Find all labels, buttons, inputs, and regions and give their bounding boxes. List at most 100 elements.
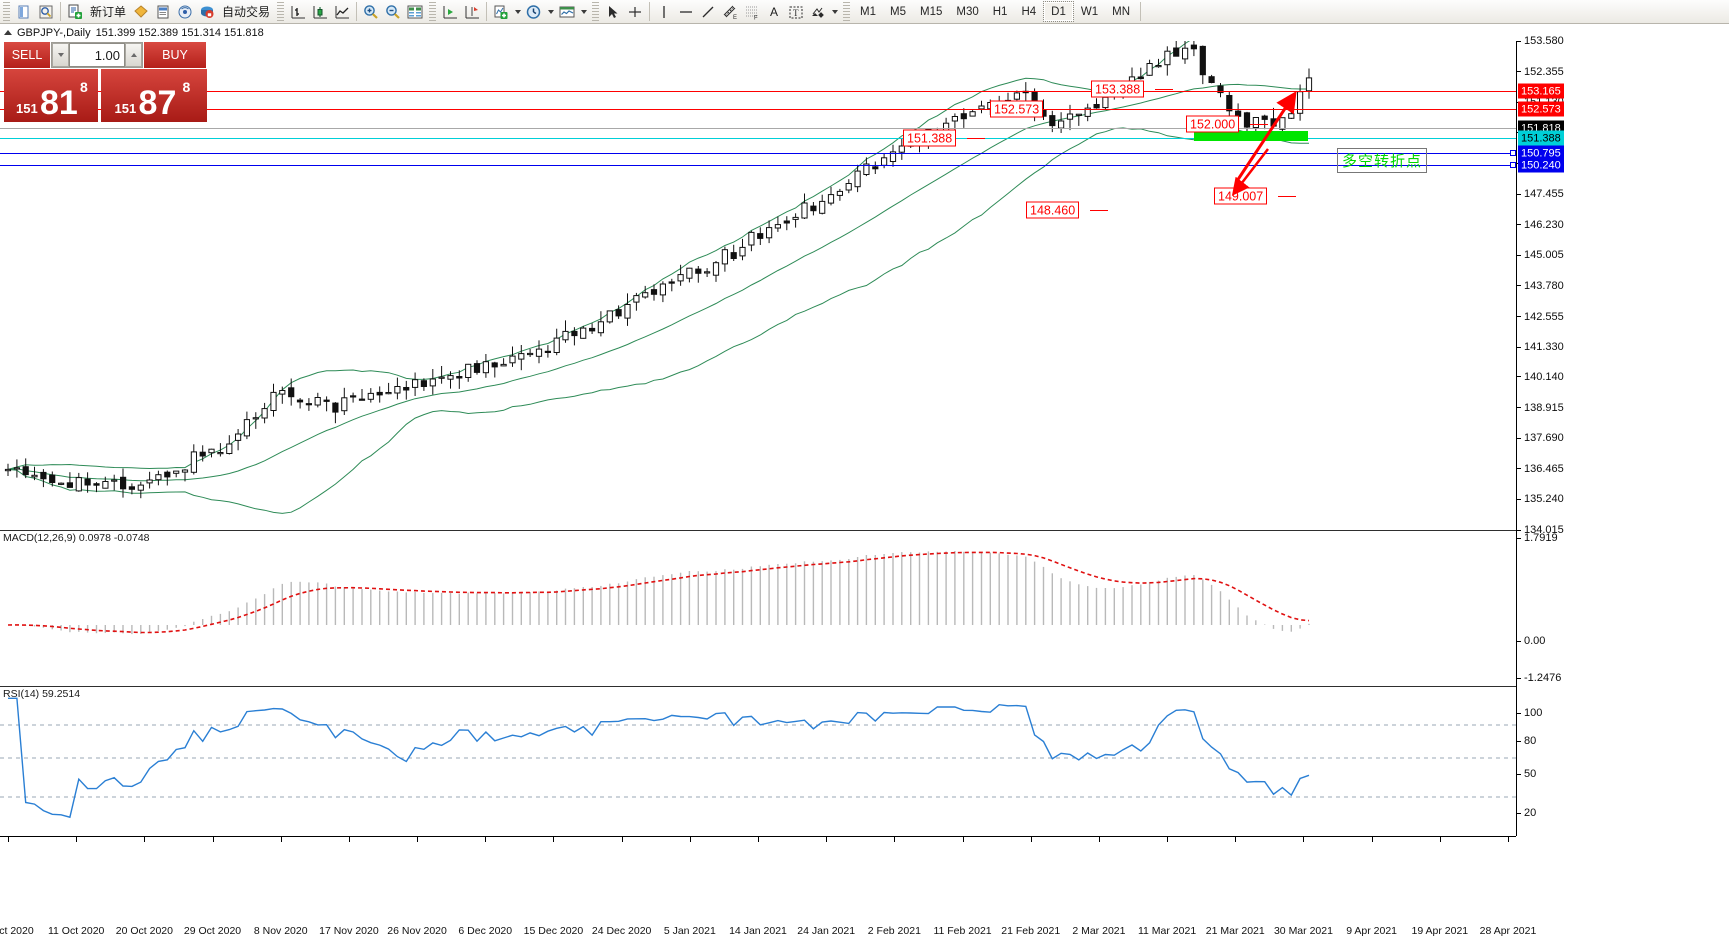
period-dropdown-caret[interactable] (545, 1, 556, 23)
date-tick (1303, 837, 1305, 842)
templates-icon[interactable] (556, 1, 578, 23)
fibonacci-icon[interactable]: F (741, 1, 763, 23)
timeframe-w1[interactable]: W1 (1080, 5, 1099, 18)
toolbar-grip-2[interactable] (277, 1, 285, 22)
price-callout-151-388[interactable]: 151.388 (903, 129, 957, 147)
callout-stem (1278, 196, 1296, 197)
new-order-button[interactable]: 新订单 (90, 5, 127, 19)
text-label-icon[interactable]: T (785, 1, 807, 23)
price-badge-150-240: 150.240 (1518, 157, 1564, 173)
terminal-icon[interactable] (13, 1, 35, 23)
line-chart-icon[interactable] (331, 1, 353, 23)
bid-price-box[interactable]: 151 81 8 (4, 69, 98, 122)
indicators-icon[interactable] (490, 1, 512, 23)
ask-price-box[interactable]: 151 87 8 (100, 69, 207, 122)
data-window-icon[interactable] (35, 1, 57, 23)
price-badge-150-795: 150.795 (1518, 145, 1564, 161)
price-callout-152-000[interactable]: 152.000 (1186, 115, 1240, 133)
zoom-in-icon[interactable] (360, 1, 382, 23)
date-tick (826, 837, 828, 842)
collapse-triangle-icon[interactable] (4, 30, 12, 35)
hline-150-795[interactable] (0, 153, 1516, 154)
chart-title-bar: GBPJPY-,Daily 151.399 152.389 151.314 15… (0, 26, 264, 39)
timeframe-h1[interactable]: H1 (992, 5, 1008, 18)
date-label: 30 Mar 2021 (1273, 925, 1333, 937)
price-axis[interactable]: 153.580152.355151.130149.905148.680147.4… (1516, 35, 1729, 836)
tile-windows-icon[interactable] (404, 1, 426, 23)
autoscroll-icon[interactable] (461, 1, 483, 23)
toolbar-separator (60, 2, 61, 21)
hline-150-240[interactable] (0, 165, 1516, 166)
price-callout-152-573[interactable]: 152.573 (990, 100, 1044, 118)
vertical-line-icon[interactable] (653, 1, 675, 23)
timeframe-m30[interactable]: M30 (956, 5, 979, 18)
sell-button[interactable]: SELL (4, 42, 50, 68)
autotrading-button[interactable]: 自动交易 (222, 5, 271, 19)
hline-151-818[interactable] (0, 128, 1516, 129)
date-tick (212, 837, 214, 842)
macd-tick-low: -1.2476 (1517, 672, 1561, 684)
crosshair-icon[interactable] (624, 1, 646, 23)
templates-dropdown-caret[interactable] (578, 1, 589, 23)
volume-input[interactable]: 1.00 (69, 43, 125, 67)
buy-button[interactable]: BUY (144, 42, 206, 68)
toolbar-grip[interactable] (3, 1, 10, 22)
timeframe-m15[interactable]: M15 (920, 5, 943, 18)
ask-price-fraction: 8 (182, 79, 191, 95)
bar-chart-icon[interactable] (287, 1, 309, 23)
macd-indicator-pane[interactable]: MACD(12,26,9) 0.0978 -0.0748 (0, 530, 1516, 685)
bid-price-prefix: 151 (16, 101, 38, 116)
shapes-arrows-icon[interactable] (807, 1, 829, 23)
text-tool-icon[interactable]: A (770, 4, 779, 19)
volume-decrement-button[interactable] (52, 43, 69, 67)
ask-price-prefix: 151 (114, 101, 137, 116)
date-label: 28 Apr 2021 (1479, 925, 1537, 937)
horizontal-line-icon[interactable] (675, 1, 697, 23)
indicators-dropdown-caret[interactable] (512, 1, 523, 23)
autotrading-icon[interactable] (196, 1, 218, 23)
diamond-icon[interactable] (130, 1, 152, 23)
hline-152-573[interactable] (0, 109, 1516, 110)
timeframe-mn[interactable]: MN (1112, 5, 1130, 18)
trendline-icon[interactable] (697, 1, 719, 23)
shapes-dropdown-caret[interactable] (829, 1, 840, 23)
timeframe-m1[interactable]: M1 (860, 5, 877, 18)
date-tick (8, 837, 9, 842)
timeframe-d1[interactable]: D1 (1043, 1, 1074, 22)
date-tick (76, 837, 78, 842)
rsi-indicator-pane[interactable]: RSI(14) 59.2514 (0, 686, 1516, 836)
price-plot-area[interactable]: 153.388 152.573 152.000 151.388 149.007 148.4… (0, 41, 1516, 530)
price-tick-140-140: 140.140 (1517, 371, 1564, 383)
volume-stepper[interactable]: 1.00 (51, 42, 143, 68)
rsi-tick-50: 50 (1517, 768, 1536, 780)
metaeditor-icon[interactable] (152, 1, 174, 23)
zoom-out-icon[interactable] (382, 1, 404, 23)
date-tick (1439, 837, 1441, 842)
price-callout-148-460[interactable]: 148.460 (1026, 201, 1080, 219)
toolbar-grip-3[interactable] (429, 1, 437, 22)
equidistant-channel-icon[interactable]: E (719, 1, 741, 23)
toolbar-grip-4[interactable] (592, 1, 600, 22)
chart-window: GBPJPY-,Daily 151.399 152.389 151.314 15… (0, 24, 1729, 941)
callout-stem (1054, 109, 1072, 110)
hline-151-388[interactable] (0, 138, 1516, 139)
hline-153-165[interactable] (0, 91, 1516, 92)
timeframe-m5[interactable]: M5 (890, 5, 906, 18)
one-click-trading-panel[interactable]: SELL 1.00 BUY 151 81 8 151 87 8 (4, 42, 207, 122)
toolbar-grip-5[interactable] (843, 1, 851, 22)
new-order-icon[interactable] (64, 1, 86, 23)
volume-increment-button[interactable] (125, 43, 142, 67)
hline-handle[interactable] (1510, 162, 1516, 168)
timeframe-h4[interactable]: H4 (1021, 5, 1037, 18)
candlestick-chart-icon[interactable] (309, 1, 331, 23)
price-callout-153-388[interactable]: 153.388 (1091, 80, 1145, 98)
shift-start-icon[interactable] (439, 1, 461, 23)
period-clock-icon[interactable] (523, 1, 545, 23)
svg-text:F: F (754, 15, 758, 20)
signals-icon[interactable] (174, 1, 196, 23)
date-axis[interactable]: 4 Oct 2020 11 Oct 2020 20 Oct 2020 29 Oct 2… (0, 836, 1536, 941)
cursor-icon[interactable] (602, 1, 624, 23)
hline-handle[interactable] (1510, 150, 1516, 156)
main-toolbar: 新订单 自动交易 (0, 0, 1729, 24)
rsi-tick-20: 20 (1517, 807, 1536, 819)
